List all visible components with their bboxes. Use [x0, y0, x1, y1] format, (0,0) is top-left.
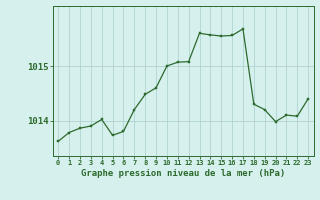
- X-axis label: Graphe pression niveau de la mer (hPa): Graphe pression niveau de la mer (hPa): [81, 169, 285, 178]
